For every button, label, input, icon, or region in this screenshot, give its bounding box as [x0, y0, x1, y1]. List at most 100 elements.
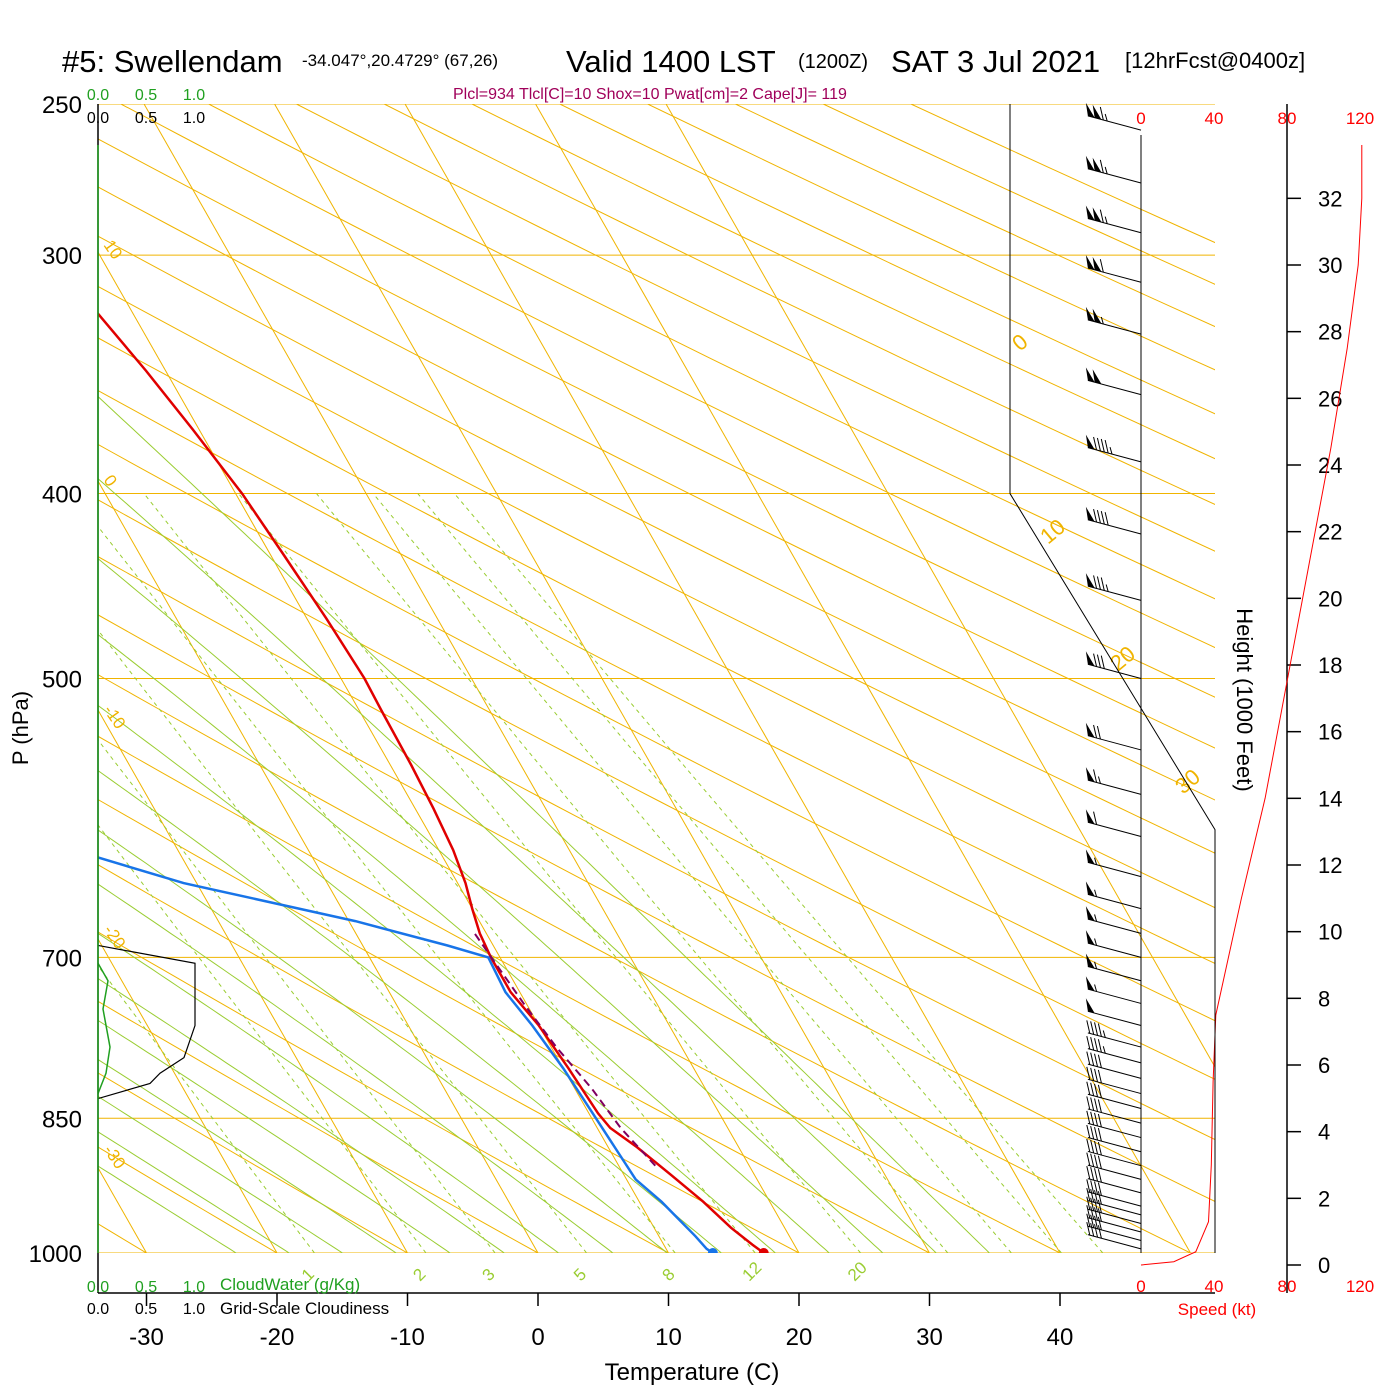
wind-barb [1085, 998, 1142, 1027]
wind-barb-full [1086, 1138, 1091, 1153]
wind-barb-flag [1085, 434, 1095, 450]
wind-barb [1086, 1213, 1142, 1241]
wind-barb-staff [1087, 1200, 1142, 1216]
height-tick-label: 18 [1318, 653, 1342, 678]
wind-barb [1086, 1205, 1142, 1233]
dry-adiabat-line [98, 138, 1215, 698]
dry-adiabat-line [909, 104, 1215, 244]
valid-time: Valid 1400 LST [566, 44, 776, 79]
bottom-cloudwater-scale-label: 1.0 [183, 1279, 205, 1296]
mixing-ratio-line [454, 493, 1104, 1253]
wind-barb-full [1094, 1198, 1099, 1212]
moist-adiabat-line [98, 932, 560, 1253]
wind-barb-full [1090, 1180, 1095, 1194]
wind-barb-half [1094, 889, 1098, 897]
height-tick-label: 20 [1318, 586, 1342, 611]
dry-adiabat-line [98, 337, 1215, 909]
wind-barb [1085, 506, 1142, 535]
wind-barb [1085, 573, 1142, 601]
wind-barb-full [1093, 575, 1098, 589]
wind-barb-half [1094, 961, 1098, 969]
wind-barb-flag [1085, 722, 1095, 738]
wind-barb-flag [1092, 207, 1102, 223]
moist-adiabat-line [98, 977, 506, 1253]
isotherm-line [535, 104, 1191, 1253]
wind-barb-full [1097, 1182, 1102, 1196]
mixing-ratio-line [417, 493, 1062, 1253]
wind-barb-full [1094, 1022, 1099, 1036]
isotherm-line [98, 937, 278, 1253]
wind-barb [1086, 1188, 1142, 1216]
dry-adiabat-line [98, 614, 1215, 1203]
height-tick-label: 24 [1318, 453, 1342, 478]
wind-barb-half [1094, 938, 1098, 946]
wind-barb-full [1086, 1196, 1091, 1210]
height-tick-label: 14 [1318, 786, 1342, 811]
wind-barb-full [1086, 1020, 1091, 1034]
height-tick-label: 0 [1318, 1253, 1330, 1278]
dry-adiabat-label: 10 [100, 236, 126, 262]
wind-barb-full [1094, 1181, 1099, 1195]
dry-adiabat-label: 30 [1170, 764, 1205, 799]
cloudwater-label: CloudWater (g/Kg) [220, 1275, 360, 1294]
wind-barb-full [1090, 1097, 1095, 1111]
top-cloudiness-scale-label: 0.0 [87, 110, 109, 127]
dry-adiabat-line [98, 499, 1215, 1080]
wind-barb-staff [1087, 1217, 1142, 1233]
temperature-tick-label: 20 [786, 1324, 813, 1351]
wind-barb-full [1094, 1140, 1099, 1155]
wind-barb-half [1102, 1046, 1106, 1054]
wind-barb-full [1086, 1213, 1091, 1227]
height-axis-label: Height (1000 Feet) [1232, 608, 1257, 791]
wind-barb-full [1094, 1168, 1099, 1182]
wind-barb-full [1086, 1096, 1091, 1110]
wind-barb-full [1090, 1125, 1095, 1140]
wind-barb-flag [1085, 998, 1095, 1014]
wind-barb [1086, 1081, 1142, 1109]
speed-tick-label-top: 40 [1205, 109, 1224, 128]
wind-barb-full [1097, 1054, 1102, 1068]
wind-barb [1086, 1166, 1142, 1194]
wind-barb-full [1096, 654, 1101, 668]
wind-barb-full [1086, 1166, 1091, 1180]
wind-barb [1085, 976, 1142, 1004]
dry-adiabat-line [119, 104, 1215, 649]
wind-barb-full [1090, 1139, 1095, 1154]
dry-adiabat-line [98, 864, 801, 1253]
bottom-cloudwater-scale-label: 0.0 [87, 1279, 109, 1296]
temperature-axis-label: Temperature (C) [605, 1359, 780, 1386]
wind-barb-full [1097, 1128, 1102, 1142]
height-tick-label: 26 [1318, 386, 1342, 411]
temperature-tick-label: -20 [260, 1324, 295, 1351]
dry-adiabat-line [98, 235, 1215, 801]
wind-barb-full [1093, 724, 1098, 739]
temperature-tick-label: 40 [1047, 1324, 1074, 1351]
wind-barb [1086, 1036, 1142, 1064]
height-tick-label: 28 [1318, 320, 1342, 345]
wind-barb [1086, 1222, 1142, 1250]
wind-barb-staff [1087, 1093, 1142, 1109]
bottom-cloudiness-scale-label: 1.0 [183, 1301, 205, 1318]
wind-barb [1086, 1138, 1142, 1167]
wind-barb-full [1096, 510, 1101, 524]
mixing-ratio-label: 8 [659, 1265, 679, 1285]
dry-adiabat-line [470, 104, 1215, 460]
wind-barb [1085, 255, 1142, 283]
height-tick-label: 4 [1318, 1120, 1330, 1145]
wind-barb-full [1086, 1205, 1091, 1219]
dry-adiabat-line [646, 104, 1215, 371]
wind-barb-staff [1087, 1108, 1142, 1124]
wind-barb [1085, 849, 1142, 878]
cloudiness-label: Grid-Scale Cloudiness [220, 1299, 389, 1318]
mixing-ratio-line [143, 493, 756, 1253]
wind-barb-full [1104, 439, 1109, 454]
wind-barb-staff [1087, 447, 1142, 463]
wind-barb-staff [1087, 942, 1142, 958]
wind-barb [1086, 1196, 1142, 1224]
zulu-time: (1200Z) [798, 51, 868, 73]
dry-adiabat-label: -10 [100, 701, 130, 732]
wind-barb-full [1090, 1206, 1095, 1220]
cloudiness-profile [98, 944, 196, 1100]
temperature-tick-label: -30 [129, 1324, 164, 1351]
wind-barb-flag [1085, 367, 1095, 383]
